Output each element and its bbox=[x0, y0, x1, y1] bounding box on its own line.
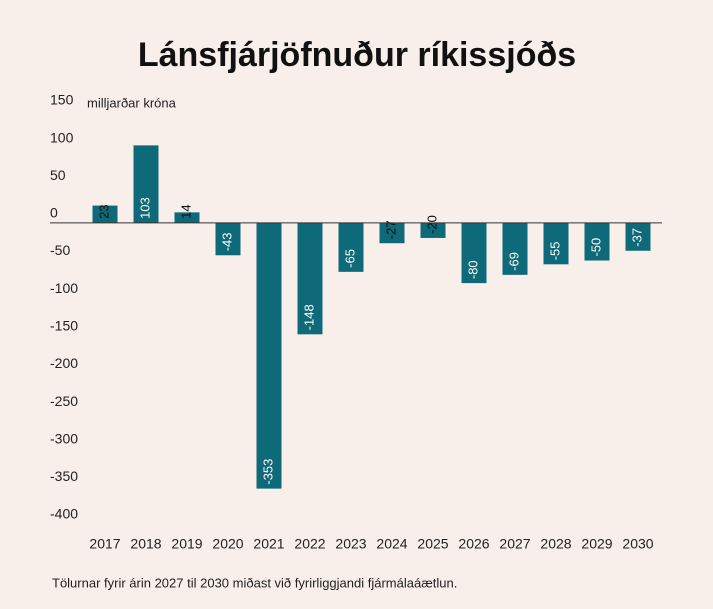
bar bbox=[461, 222, 487, 284]
bar bbox=[92, 205, 118, 223]
x-tick-label: 2017 bbox=[89, 536, 120, 552]
x-tick-label: 2027 bbox=[499, 536, 530, 552]
bar bbox=[256, 222, 282, 489]
value-label: -20 bbox=[424, 215, 439, 234]
value-label: 103 bbox=[137, 197, 152, 219]
y-tick-label: 50 bbox=[50, 167, 66, 183]
value-label: -43 bbox=[219, 232, 234, 251]
x-tick-label: 2026 bbox=[458, 536, 489, 552]
value-label: -65 bbox=[342, 249, 357, 268]
x-tick-label: 2023 bbox=[335, 536, 366, 552]
x-tick-label: 2030 bbox=[622, 536, 653, 552]
bar bbox=[133, 145, 159, 223]
x-tick-label: 2020 bbox=[212, 536, 243, 552]
x-tick-label: 2029 bbox=[581, 536, 612, 552]
x-tick-label: 2021 bbox=[253, 536, 284, 552]
y-tick-label: -300 bbox=[50, 430, 78, 446]
x-tick-label: 2022 bbox=[294, 536, 325, 552]
x-tick-label: 2025 bbox=[417, 536, 448, 552]
value-label: -27 bbox=[383, 220, 398, 239]
value-label: 14 bbox=[178, 204, 193, 218]
y-tick-label: -350 bbox=[50, 468, 78, 484]
x-tick-label: 2028 bbox=[540, 536, 571, 552]
chart-title: Lánsfjárjöfnuður ríkissjóðs bbox=[138, 36, 576, 74]
footnote: Tölurnar fyrir árin 2027 til 2030 miðast… bbox=[52, 575, 457, 590]
bar bbox=[420, 222, 446, 238]
bar bbox=[543, 222, 569, 265]
x-tick-label: 2019 bbox=[171, 536, 202, 552]
bar bbox=[584, 222, 610, 261]
value-label: -148 bbox=[301, 304, 316, 330]
y-tick-label: -100 bbox=[50, 280, 78, 296]
value-label: -80 bbox=[465, 260, 480, 279]
value-label: -69 bbox=[506, 252, 521, 271]
bar bbox=[215, 222, 241, 256]
value-label: -37 bbox=[629, 228, 644, 247]
y-tick-label: -50 bbox=[50, 242, 70, 258]
y-tick-label: 0 bbox=[50, 205, 58, 221]
y-tick-label: -150 bbox=[50, 318, 78, 334]
value-label: -353 bbox=[260, 459, 275, 485]
bar bbox=[502, 222, 528, 275]
y-tick-label: -250 bbox=[50, 393, 78, 409]
value-label: -50 bbox=[588, 238, 603, 257]
y-tick-label: 150 bbox=[50, 92, 74, 108]
y-axis-label: milljarðar króna bbox=[87, 95, 177, 110]
y-tick-label: -400 bbox=[50, 506, 78, 522]
x-tick-label: 2018 bbox=[130, 536, 161, 552]
value-label: 23 bbox=[96, 204, 111, 218]
bar bbox=[338, 222, 364, 272]
x-tick-label: 2024 bbox=[376, 536, 407, 552]
y-tick-label: 100 bbox=[50, 129, 74, 145]
value-label: -55 bbox=[547, 242, 562, 261]
y-tick-label: -200 bbox=[50, 355, 78, 371]
bar bbox=[297, 222, 323, 335]
bar bbox=[625, 222, 651, 251]
bar bbox=[174, 212, 200, 223]
bar bbox=[379, 222, 405, 244]
